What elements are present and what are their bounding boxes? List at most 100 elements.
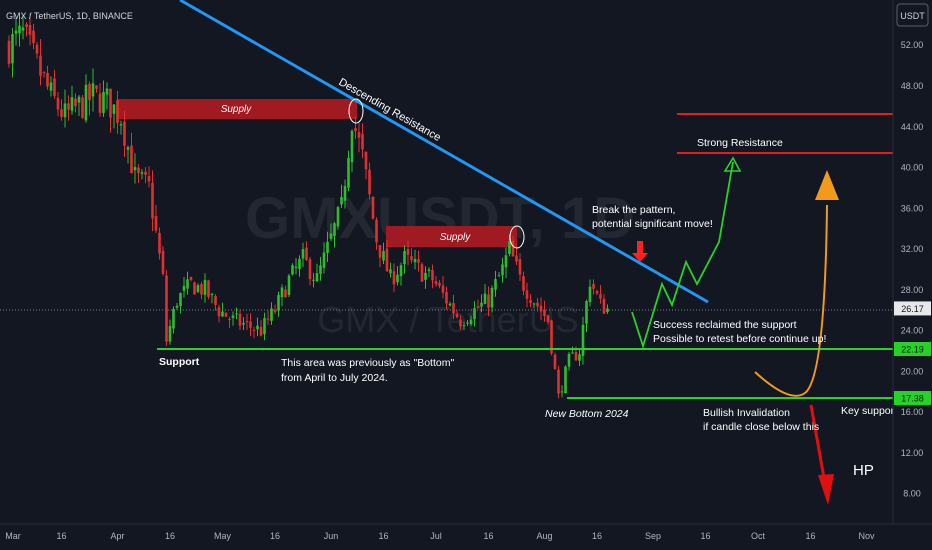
bottom-note-line-1: This area was previously as "Bottom" bbox=[281, 357, 454, 369]
candle-body bbox=[305, 247, 308, 260]
candle-body bbox=[585, 301, 588, 324]
support-label: Support bbox=[159, 356, 200, 368]
hp-label: HP bbox=[853, 462, 874, 479]
currency-button-label: USDT bbox=[900, 11, 925, 21]
candle-body bbox=[529, 299, 532, 304]
candle-body bbox=[39, 55, 42, 76]
candle-body bbox=[245, 321, 249, 323]
candle-body bbox=[553, 354, 557, 369]
candle-body bbox=[123, 121, 126, 146]
candle-body bbox=[280, 287, 284, 298]
candle-body bbox=[396, 274, 399, 283]
break-note-line-1: Break the pattern, bbox=[592, 204, 675, 216]
time-tick-label: 16 bbox=[483, 531, 493, 541]
candle-body bbox=[221, 311, 224, 317]
candle-body bbox=[21, 27, 25, 31]
candle-body bbox=[543, 309, 546, 316]
price-tag-key-support bbox=[894, 391, 931, 406]
symbol-header: GMX / TetherUS, 1D, BINANCE bbox=[6, 11, 133, 21]
candle-body bbox=[508, 241, 511, 255]
candle-body bbox=[473, 308, 476, 320]
candle-body bbox=[550, 320, 553, 354]
candle-body bbox=[536, 302, 539, 307]
candle-body bbox=[476, 306, 480, 308]
price-axis[interactable] bbox=[893, 0, 932, 524]
price-tag-current bbox=[894, 301, 931, 316]
candle-body bbox=[494, 279, 497, 290]
candle-body bbox=[315, 273, 319, 282]
candle-body bbox=[18, 25, 21, 34]
candle-body bbox=[74, 98, 77, 107]
candle-body bbox=[329, 233, 333, 239]
candle-body bbox=[361, 133, 364, 150]
candle-body bbox=[266, 318, 270, 320]
time-tick-label: Sep bbox=[645, 531, 661, 541]
currency-button[interactable] bbox=[896, 3, 929, 27]
candle-body bbox=[578, 354, 581, 361]
strong-resistance-label: Strong Resistance bbox=[697, 137, 783, 149]
time-tick-label: May bbox=[214, 531, 232, 541]
candle-body bbox=[88, 83, 91, 101]
candle-body bbox=[417, 259, 420, 263]
invalidation-line-2: if candle close below this bbox=[703, 421, 819, 433]
candle-body bbox=[14, 30, 18, 34]
recovery-arc bbox=[754, 204, 828, 397]
candle-body bbox=[298, 258, 301, 270]
candle-body bbox=[515, 255, 518, 262]
candle-body bbox=[32, 30, 35, 44]
candle-body bbox=[599, 294, 602, 299]
key-support-label: Key support bbox=[841, 405, 897, 417]
candle-body bbox=[606, 308, 609, 313]
time-tick-label: 16 bbox=[56, 531, 66, 541]
candle-body bbox=[210, 294, 214, 296]
touch-circle-2 bbox=[509, 225, 525, 249]
price-tick-label: 20.00 bbox=[901, 366, 924, 376]
candle-body bbox=[518, 259, 522, 275]
candle-body bbox=[522, 276, 525, 291]
candle-body bbox=[455, 314, 459, 318]
candle-body bbox=[25, 24, 28, 27]
candle-body bbox=[574, 352, 578, 361]
candle-body bbox=[109, 88, 112, 118]
candle-body bbox=[126, 147, 130, 150]
candle-body bbox=[67, 103, 70, 110]
candle-body bbox=[158, 232, 161, 254]
projection-path bbox=[631, 161, 734, 349]
recovery-arrowhead bbox=[815, 170, 839, 200]
candle-body bbox=[452, 303, 455, 314]
watermark-sub: GMX / TetherUS bbox=[317, 299, 578, 340]
candle-body bbox=[179, 293, 182, 307]
candle-body bbox=[301, 249, 305, 259]
candle-body bbox=[147, 176, 151, 182]
candle-body bbox=[28, 24, 32, 35]
candle-body bbox=[294, 266, 298, 269]
candle-body bbox=[560, 391, 564, 393]
candle-body bbox=[224, 312, 228, 317]
price-tag-label: 17.38 bbox=[901, 394, 924, 404]
time-tick-label: Nov bbox=[858, 531, 875, 541]
candle-body bbox=[231, 315, 235, 319]
price-tick-label: 32.00 bbox=[901, 244, 924, 254]
time-axis[interactable] bbox=[0, 524, 932, 550]
candle-body bbox=[259, 326, 263, 336]
candle-body bbox=[137, 167, 140, 173]
candle-body bbox=[249, 321, 252, 328]
candle-body bbox=[564, 366, 567, 394]
projection-arrowhead bbox=[723, 156, 742, 172]
candle-body bbox=[84, 84, 88, 121]
candle-body bbox=[581, 324, 585, 356]
candle-body bbox=[571, 352, 574, 354]
candle-body bbox=[340, 196, 343, 205]
candle-body bbox=[588, 286, 592, 303]
candle-body bbox=[424, 272, 427, 280]
candle-body bbox=[133, 167, 137, 171]
time-tick-label: 16 bbox=[165, 531, 175, 541]
candle-body bbox=[273, 310, 277, 313]
price-tag-label: 22.19 bbox=[901, 345, 924, 355]
candle-body bbox=[154, 215, 158, 231]
candle-body bbox=[95, 85, 98, 89]
supply-zone-2-label: Supply bbox=[440, 232, 472, 243]
candle-body bbox=[557, 369, 560, 394]
candle-body bbox=[410, 256, 413, 261]
